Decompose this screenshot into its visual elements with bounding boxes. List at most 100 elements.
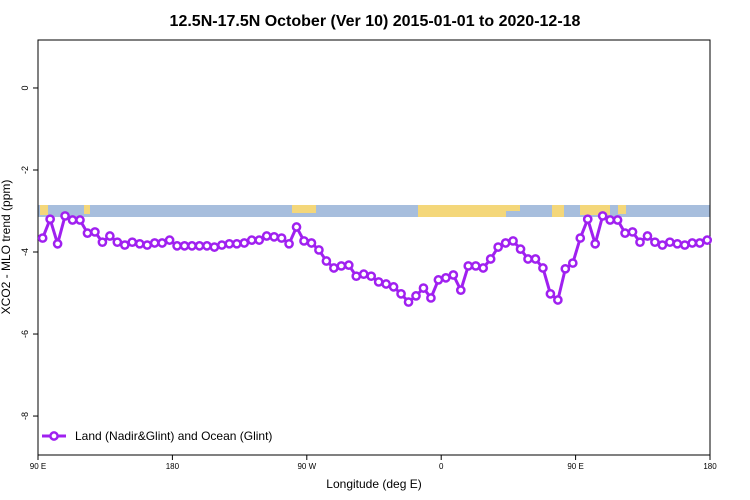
point: [388, 282, 399, 292]
point: [261, 231, 272, 241]
point: [254, 235, 265, 245]
point: [665, 237, 675, 248]
point: [105, 231, 115, 241]
point: [343, 260, 354, 270]
point: [411, 291, 421, 301]
point: [642, 231, 653, 241]
point: [396, 288, 406, 299]
point: [194, 241, 205, 251]
point: [500, 238, 511, 248]
point: [82, 228, 93, 238]
point: [463, 261, 474, 271]
point: [291, 222, 302, 232]
point: [119, 240, 130, 250]
point: [45, 214, 55, 225]
point: [172, 241, 182, 251]
point: [299, 236, 309, 246]
point: [523, 254, 533, 264]
point: [164, 235, 175, 245]
y-tick-label: -2: [20, 166, 30, 174]
point: [694, 238, 705, 248]
legend-marker: [49, 431, 59, 441]
point: [142, 240, 153, 250]
point: [284, 238, 294, 249]
point: [75, 215, 85, 225]
point: [157, 238, 167, 248]
point: [179, 241, 190, 251]
point: [612, 215, 623, 225]
point: [650, 237, 660, 248]
point: [276, 233, 287, 243]
point: [418, 283, 429, 293]
point: [351, 271, 362, 282]
point: [67, 215, 78, 225]
point: [127, 237, 138, 248]
legend-label: Land (Nadir&Glint) and Ocean (Glint): [75, 429, 272, 443]
point: [321, 256, 332, 266]
point: [433, 275, 444, 285]
point: [508, 236, 518, 246]
point: [672, 238, 683, 249]
point: [90, 227, 100, 237]
point: [231, 238, 242, 249]
point: [202, 241, 212, 251]
series-line: [41, 213, 708, 305]
point: [37, 233, 48, 243]
point: [605, 215, 615, 225]
point: [269, 231, 279, 242]
point: [209, 242, 220, 252]
chart-title: 12.5N-17.5N October (Ver 10) 2015-01-01 …: [170, 13, 581, 30]
point: [60, 211, 70, 221]
x-tick-label: 90 W: [297, 462, 316, 471]
point: [567, 258, 578, 268]
y-tick-label: -4: [20, 248, 30, 256]
point: [448, 270, 459, 280]
point: [627, 227, 638, 237]
x-tick-label: 0: [439, 462, 444, 471]
point: [515, 244, 526, 254]
point: [597, 211, 608, 221]
point: [112, 237, 123, 248]
point: [97, 237, 108, 248]
point: [702, 235, 713, 245]
y-axis-label: XCO2 - MLO trend (ppm): [0, 180, 13, 315]
point: [478, 263, 489, 273]
point: [657, 240, 668, 250]
point: [314, 245, 324, 255]
x-tick-label: 90 E: [567, 462, 583, 471]
point: [358, 269, 369, 280]
point: [306, 238, 317, 248]
point: [530, 254, 541, 264]
point: [187, 241, 197, 251]
x-axis-label: Longitude (deg E): [326, 477, 421, 491]
point: [485, 254, 496, 264]
point: [455, 285, 466, 295]
land-ocean-strip: [38, 205, 710, 217]
point: [239, 238, 250, 248]
point: [426, 293, 436, 303]
x-tick-label: 180: [166, 462, 180, 471]
x-tick-label: 180: [703, 462, 717, 471]
point: [575, 233, 586, 243]
point: [373, 277, 384, 287]
point: [336, 261, 347, 271]
point: [381, 279, 391, 289]
point: [52, 238, 63, 249]
y-tick-label: -8: [20, 412, 30, 420]
point: [679, 240, 690, 250]
point: [590, 238, 601, 249]
x-tick-label: 90 E: [30, 462, 46, 471]
point: [687, 238, 698, 248]
point: [538, 263, 548, 273]
point: [246, 235, 257, 245]
point: [582, 214, 593, 225]
plot-frame: [37, 39, 711, 456]
point: [149, 238, 160, 248]
point: [441, 272, 451, 283]
point: [470, 261, 481, 271]
point: [217, 240, 227, 250]
point: [620, 228, 630, 238]
point: [545, 288, 556, 299]
point: [493, 242, 503, 252]
point: [224, 238, 235, 249]
